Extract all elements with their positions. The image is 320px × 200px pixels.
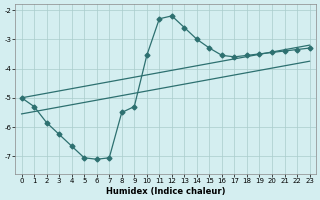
- X-axis label: Humidex (Indice chaleur): Humidex (Indice chaleur): [106, 187, 225, 196]
